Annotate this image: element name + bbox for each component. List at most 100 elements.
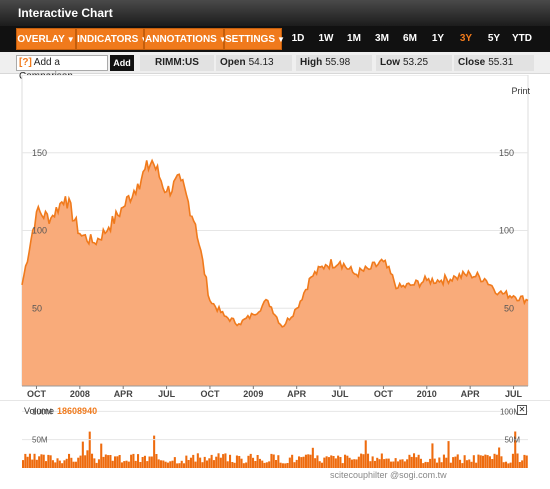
volume-bar	[22, 460, 25, 468]
volume-bar	[477, 454, 480, 468]
volume-bar	[452, 457, 455, 468]
range-button-6m[interactable]: 6M	[403, 33, 417, 44]
volume-bar	[51, 460, 54, 468]
volume-bar	[166, 462, 169, 468]
add-comparison-button[interactable]: Add	[110, 55, 134, 71]
volume-bar	[254, 461, 257, 468]
add-comparison-input[interactable]: [?]Add a Comparison	[16, 55, 108, 82]
volume-bar	[373, 460, 376, 468]
volume-bar	[268, 461, 271, 468]
volume-bar	[206, 460, 209, 468]
volume-bar	[468, 459, 471, 468]
range-button-1w[interactable]: 1W	[318, 33, 334, 44]
volume-bar	[309, 454, 312, 468]
volume-bar	[68, 453, 71, 468]
volume-bars	[22, 431, 528, 468]
volume-bar	[215, 456, 218, 468]
volume-bar	[210, 454, 213, 468]
volume-bar	[387, 458, 390, 468]
volume-bar	[150, 456, 153, 468]
volume-bar	[431, 443, 434, 468]
range-button-1y[interactable]: 1Y	[431, 33, 445, 44]
y-tick-label-left: 100	[32, 226, 47, 236]
volume-bar	[74, 461, 77, 468]
volume-bar	[123, 461, 126, 468]
low-number: 53.25	[403, 57, 429, 68]
volume-bar	[516, 453, 519, 468]
x-tick-label: 2010	[417, 389, 437, 399]
volume-bar	[445, 457, 448, 468]
volume-bar	[199, 457, 202, 468]
caret-down-icon: ▼	[277, 35, 285, 44]
indicators-menu-button[interactable]: INDICATORS▼	[76, 28, 148, 50]
volume-bar	[523, 454, 526, 468]
y-tick-label-left: 150	[32, 148, 47, 158]
print-link[interactable]: Print	[511, 86, 530, 96]
volume-bar	[337, 455, 340, 468]
close-value: Close 55.31	[454, 55, 534, 71]
range-button-3y[interactable]: 3Y	[459, 33, 473, 44]
volume-bar	[401, 459, 404, 468]
volume-bar	[514, 431, 517, 468]
overlay-menu-button[interactable]: OVERLAY ▼	[16, 28, 76, 50]
volume-bar	[35, 459, 38, 468]
annotations-menu-button[interactable]: ANNOTATIONS ▼	[144, 28, 227, 50]
volume-bar	[157, 459, 160, 468]
volume-bar	[114, 456, 117, 468]
volume-bar	[413, 453, 416, 468]
volume-bar	[394, 458, 397, 468]
settings-menu-label: SETTINGS	[225, 34, 276, 45]
volume-bar	[300, 457, 303, 468]
range-button-5y[interactable]: 5Y	[487, 33, 501, 44]
caret-down-icon: ▼	[66, 35, 75, 44]
volume-bar	[298, 456, 301, 468]
volume-bar	[58, 460, 61, 468]
range-button-3m[interactable]: 3M	[375, 33, 389, 44]
volume-bar	[332, 456, 335, 468]
menu-bar: OVERLAY▼ INDICATORS▼ ANNOTATIONS▼ SETTIN…	[0, 26, 550, 52]
volume-bar	[422, 463, 425, 468]
volume-bar	[77, 457, 80, 468]
volume-bar	[488, 456, 491, 468]
volume-bar	[346, 455, 349, 468]
range-button-1m[interactable]: 1M	[347, 33, 361, 44]
volume-bar	[304, 454, 307, 468]
volume-bar	[472, 455, 475, 468]
volume-bar	[376, 457, 379, 468]
x-tick-label: JUL	[505, 389, 523, 399]
price-line	[21, 158, 529, 328]
volume-bar	[442, 454, 445, 468]
volume-bar	[314, 458, 317, 468]
volume-bar	[465, 460, 468, 468]
volume-bar	[84, 455, 87, 468]
volume-bar	[339, 457, 342, 468]
range-button-1d[interactable]: 1D	[291, 33, 305, 44]
settings-menu-button[interactable]: SETTINGS ▼	[224, 28, 285, 50]
volume-bar	[498, 447, 501, 468]
volume-bar	[507, 463, 510, 468]
volume-bar	[500, 456, 503, 468]
volume-bar	[217, 453, 220, 468]
volume-bar	[509, 462, 512, 468]
volume-bar	[95, 462, 98, 468]
volume-bar	[521, 460, 524, 468]
price-chart[interactable]: 50 50 100 100 150 150 OCT 2008 APR JUL OCT 2009 APR…	[0, 75, 550, 480]
close-icon[interactable]: ✕	[517, 405, 527, 415]
volume-bar	[63, 460, 66, 468]
volume-bar	[491, 459, 494, 468]
overlay-menu-label: OVERLAY	[17, 34, 65, 45]
volume-bar	[350, 459, 353, 468]
volume-bar	[265, 462, 268, 468]
volume-bar	[357, 456, 360, 468]
caret-down-icon: ▼	[218, 35, 227, 44]
volume-bar	[54, 462, 57, 468]
volume-bar	[410, 456, 413, 468]
volume-bar	[203, 456, 206, 468]
volume-bar	[353, 459, 356, 468]
volume-bar	[38, 456, 41, 468]
volume-bar	[449, 462, 452, 468]
range-button-ytd[interactable]: YTD	[512, 33, 532, 44]
open-number: 54.13	[248, 57, 274, 68]
volume-bar	[180, 460, 183, 468]
volume-bar	[495, 454, 498, 468]
